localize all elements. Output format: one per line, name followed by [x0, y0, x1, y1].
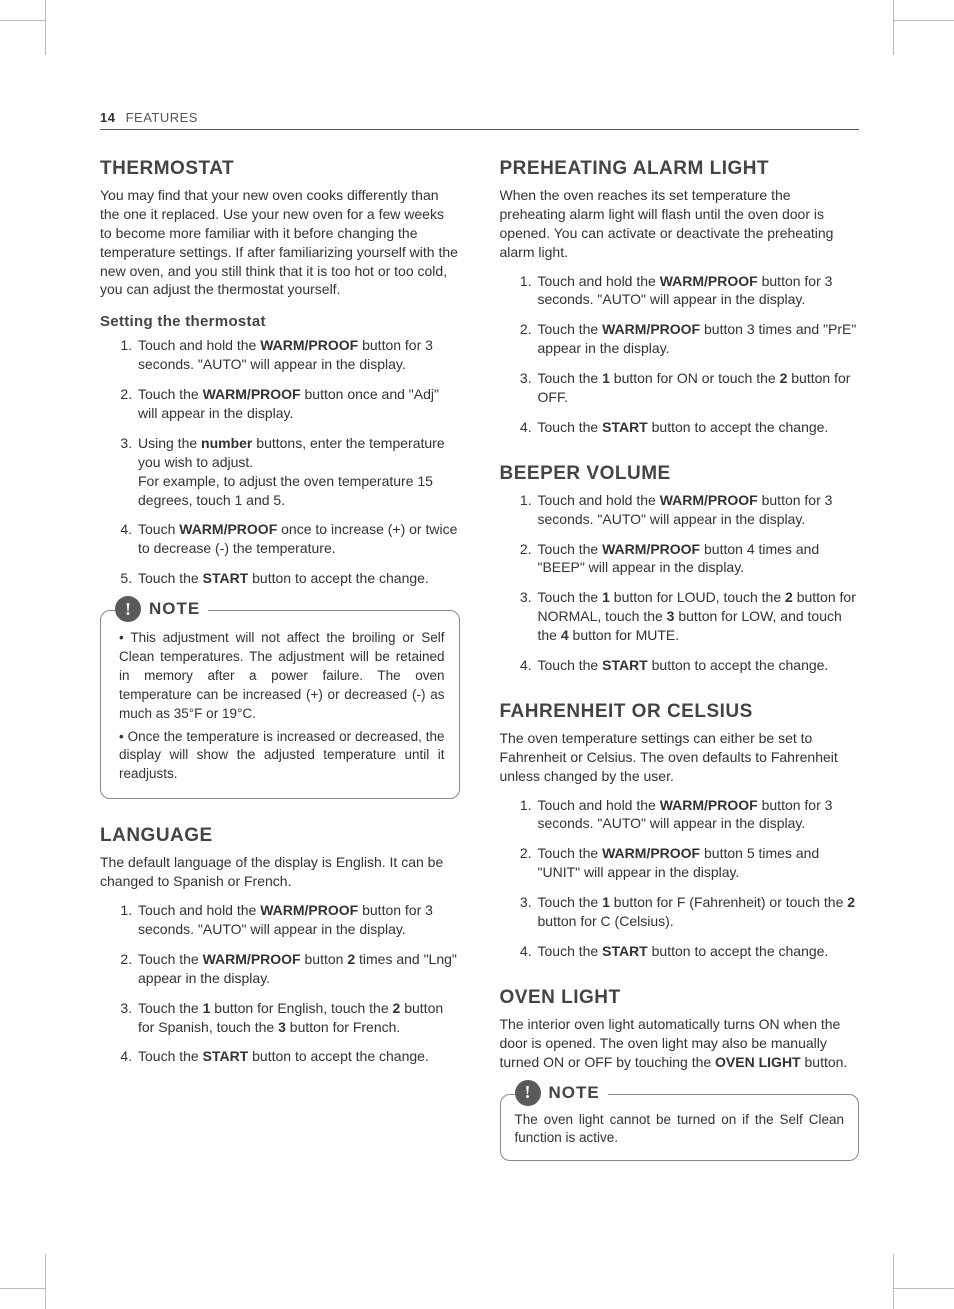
crop-mark — [893, 0, 894, 55]
thermostat-steps: Touch and hold the WARM/PROOF button for… — [100, 336, 460, 588]
list-item: Touch the WARM/PROOF button 5 times and … — [536, 844, 860, 882]
language-heading: LANGUAGE — [100, 825, 460, 847]
ovenlight-heading: OVEN LIGHT — [500, 987, 860, 1009]
ovenlight-intro: The interior oven light automatically tu… — [500, 1015, 860, 1072]
right-column: PREHEATING ALARM LIGHT When the oven rea… — [500, 158, 860, 1171]
units-intro: The oven temperature settings can either… — [500, 729, 860, 786]
crop-mark — [894, 20, 954, 21]
section-name: FEATURES — [126, 110, 198, 125]
list-item: Touch the WARM/PROOF button 4 times and … — [536, 540, 860, 578]
beeper-steps: Touch and hold the WARM/PROOF button for… — [500, 491, 860, 675]
units-steps: Touch and hold the WARM/PROOF button for… — [500, 796, 860, 961]
thermostat-heading: THERMOSTAT — [100, 158, 460, 180]
crop-mark — [45, 1254, 46, 1309]
list-item: Using the number buttons, enter the temp… — [136, 434, 460, 510]
list-item: Touch and hold the WARM/PROOF button for… — [536, 491, 860, 529]
list-item: Touch the WARM/PROOF button once and "Ad… — [136, 385, 460, 423]
list-item: Touch the START button to accept the cha… — [136, 569, 460, 588]
crop-mark — [893, 1254, 894, 1309]
crop-mark — [0, 1288, 45, 1289]
units-heading: FAHRENHEIT OR CELSIUS — [500, 701, 860, 723]
list-item: Touch the START button to accept the cha… — [536, 418, 860, 437]
page-number: 14 — [100, 110, 115, 125]
list-item: Touch the WARM/PROOF button 3 times and … — [536, 320, 860, 358]
list-item: Touch and hold the WARM/PROOF button for… — [136, 901, 460, 939]
language-intro: The default language of the display is E… — [100, 853, 460, 891]
note-icon: ! — [115, 596, 141, 622]
thermostat-intro: You may find that your new oven cooks di… — [100, 186, 460, 299]
list-item: Touch WARM/PROOF once to increase (+) or… — [136, 520, 460, 558]
list-item: Touch the WARM/PROOF button 2 times and … — [136, 950, 460, 988]
note-label: NOTE — [549, 1081, 600, 1105]
note-text: The oven light cannot be turned on if th… — [515, 1111, 845, 1149]
note-item: This adjustment will not affect the broi… — [119, 629, 445, 723]
preheat-steps: Touch and hold the WARM/PROOF button for… — [500, 272, 860, 437]
manual-page: 14 FEATURES THERMOSTAT You may find that… — [0, 0, 954, 1309]
preheat-intro: When the oven reaches its set temperatur… — [500, 186, 860, 262]
crop-mark — [894, 1288, 954, 1289]
beeper-heading: BEEPER VOLUME — [500, 463, 860, 485]
note-item: Once the temperature is increased or dec… — [119, 728, 445, 785]
list-item: Touch the START button to accept the cha… — [536, 656, 860, 675]
list-item: Touch and hold the WARM/PROOF button for… — [136, 336, 460, 374]
note-label: NOTE — [149, 597, 200, 621]
thermostat-subhead: Setting the thermostat — [100, 313, 460, 330]
list-item: Touch and hold the WARM/PROOF button for… — [536, 796, 860, 834]
note-tab: ! NOTE — [515, 1080, 608, 1106]
list-item: Touch the 1 button for English, touch th… — [136, 999, 460, 1037]
list-item: Touch the START button to accept the cha… — [536, 942, 860, 961]
crop-mark — [0, 20, 45, 21]
left-column: THERMOSTAT You may find that your new ov… — [100, 158, 460, 1171]
thermostat-note: ! NOTE This adjustment will not affect t… — [100, 610, 460, 799]
list-item: Touch and hold the WARM/PROOF button for… — [536, 272, 860, 310]
running-header: 14 FEATURES — [100, 110, 859, 130]
crop-mark — [45, 0, 46, 55]
list-item: Touch the START button to accept the cha… — [136, 1047, 460, 1066]
note-icon: ! — [515, 1080, 541, 1106]
language-steps: Touch and hold the WARM/PROOF button for… — [100, 901, 460, 1066]
preheat-heading: PREHEATING ALARM LIGHT — [500, 158, 860, 180]
list-item: Touch the 1 button for F (Fahrenheit) or… — [536, 893, 860, 931]
list-item: Touch the 1 button for LOUD, touch the 2… — [536, 588, 860, 645]
note-tab: ! NOTE — [115, 596, 208, 622]
list-item: Touch the 1 button for ON or touch the 2… — [536, 369, 860, 407]
ovenlight-note: ! NOTE The oven light cannot be turned o… — [500, 1094, 860, 1162]
